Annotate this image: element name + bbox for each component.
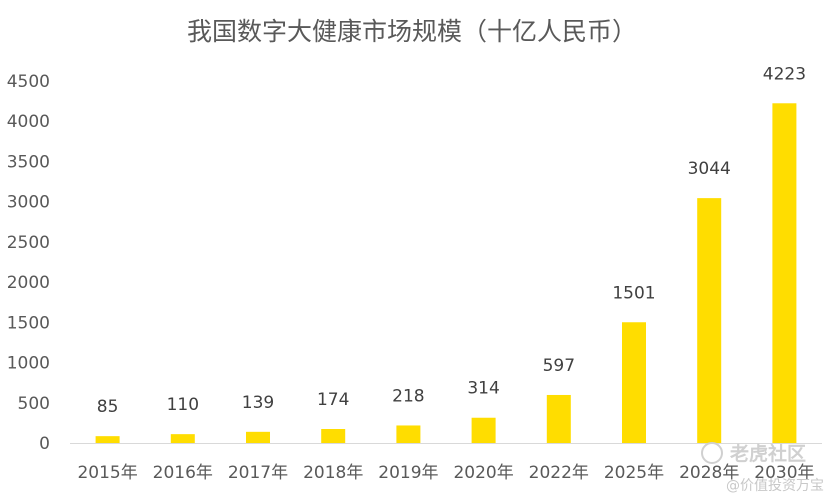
x-tick-label: 2017年 [228, 463, 288, 483]
watermark: 老虎社区 @价值投资万宝 [701, 442, 824, 494]
chart-title: 我国数字大健康市场规模（十亿人民币） [187, 17, 637, 46]
bars [95, 103, 797, 443]
x-tick-label: 2018年 [303, 463, 363, 483]
data-label: 139 [242, 393, 274, 413]
x-tick-label: 2028年 [679, 463, 739, 483]
x-tick-label: 2025年 [604, 463, 664, 483]
x-tick-label: 2022年 [529, 463, 589, 483]
data-label: 85 [97, 397, 119, 417]
bar [95, 436, 120, 443]
y-tick-label: 2500 [7, 233, 50, 253]
watermark-brand: 老虎社区 [730, 442, 806, 465]
data-label: 314 [467, 379, 499, 399]
data-label: 218 [392, 386, 424, 406]
bar [321, 429, 346, 443]
data-label: 597 [543, 356, 575, 376]
bar [772, 103, 797, 443]
x-tick-label: 2019年 [378, 463, 438, 483]
bar [622, 322, 646, 443]
x-tick-label: 2016年 [153, 463, 213, 483]
y-tick-label: 500 [18, 394, 50, 414]
bar [396, 425, 421, 443]
y-axis-ticks: 0 500 1000 1500 2000 2500 3000 3500 4000 4500 [7, 72, 50, 454]
data-label: 110 [167, 395, 199, 415]
y-tick-label: 2000 [7, 273, 50, 293]
x-axis-ticks: 2015年 2016年 2017年 2018年 2019年 2020年 2022年 2025年… [77, 463, 814, 483]
watermark-author: @价值投资万宝 [726, 478, 824, 494]
data-label: 1501 [612, 283, 655, 303]
data-label: 174 [317, 390, 349, 410]
y-tick-label: 3500 [7, 152, 50, 172]
y-tick-label: 4000 [7, 112, 50, 132]
y-tick-label: 4500 [7, 72, 50, 92]
bar [170, 434, 195, 443]
bar [246, 431, 270, 443]
y-tick-label: 1500 [7, 313, 50, 333]
x-tick-label: 2030年 [754, 463, 814, 483]
x-tick-label: 2015年 [77, 463, 137, 483]
x-tick-label: 2020年 [453, 463, 513, 483]
watermark-logo-icon [701, 442, 723, 464]
bar [546, 394, 571, 443]
bar [697, 198, 722, 443]
y-tick-label: 1000 [7, 354, 50, 374]
bar [471, 417, 496, 443]
data-labels: 85 110 139 174 218 314 597 1501 3044 4223 [97, 64, 806, 417]
y-tick-label: 0 [39, 434, 50, 454]
data-label: 4223 [763, 64, 806, 84]
data-label: 3044 [688, 159, 731, 179]
y-tick-label: 3000 [7, 193, 50, 213]
